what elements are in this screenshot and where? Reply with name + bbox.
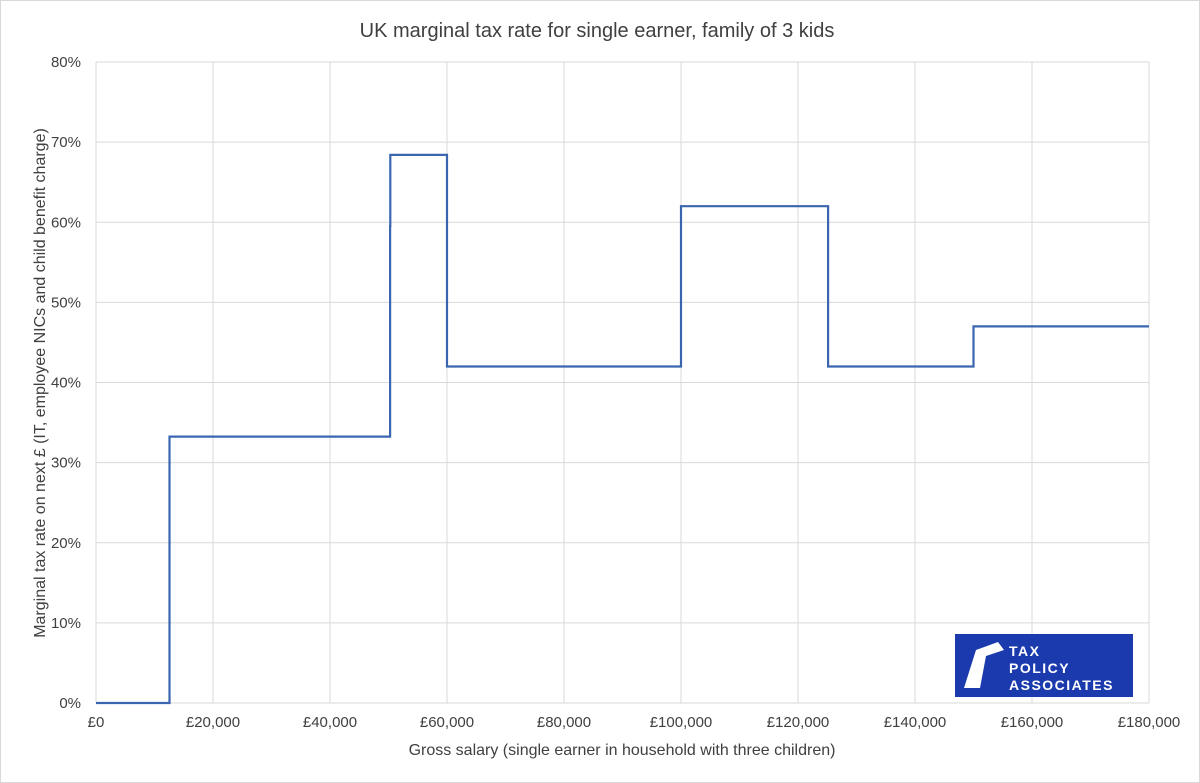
x-tick-label: £60,000	[420, 714, 474, 731]
y-tick-label: 10%	[51, 615, 81, 632]
logo-line-1: TAX	[1009, 643, 1040, 659]
tax-policy-associates-logo: TAX POLICY ASSOCIATES	[955, 634, 1133, 697]
y-axis-label: Marginal tax rate on next £ (IT, employe…	[32, 128, 49, 638]
logo-line-3: ASSOCIATES	[1009, 677, 1114, 693]
y-tick-label: 80%	[51, 54, 81, 71]
y-tick-label: 40%	[51, 375, 81, 392]
y-tick-label: 50%	[51, 294, 81, 311]
x-tick-label: £40,000	[303, 714, 357, 731]
x-tick-label: £140,000	[884, 714, 947, 731]
chart-title: UK marginal tax rate for single earner, …	[360, 20, 835, 42]
logo-line-2: POLICY	[1009, 660, 1070, 676]
x-tick-labels: £0 £20,000 £40,000 £60,000 £80,000 £100,000 £1…	[88, 714, 1181, 731]
x-tick-label: £80,000	[537, 714, 591, 731]
x-tick-label: £0	[88, 714, 105, 731]
grid-lines	[95, 61, 1150, 704]
x-tick-label: £180,000	[1118, 714, 1181, 731]
series-layer	[96, 153, 1149, 705]
logo-mark-icon	[964, 642, 1004, 688]
x-tick-label: £160,000	[1001, 714, 1064, 731]
x-tick-label: £100,000	[650, 714, 713, 731]
y-tick-label: 70%	[51, 134, 81, 151]
y-tick-label: 60%	[51, 214, 81, 231]
x-tick-label: £20,000	[186, 714, 240, 731]
y-tick-label: 0%	[59, 695, 81, 712]
x-tick-label: £120,000	[767, 714, 830, 731]
y-tick-label: 20%	[51, 535, 81, 552]
series-line	[96, 153, 1149, 705]
x-axis-label: Gross salary (single earner in household…	[409, 742, 836, 759]
y-tick-labels: 0% 10% 20% 30% 40% 50% 60% 70% 80%	[51, 54, 81, 712]
logo-background	[955, 634, 1133, 697]
y-tick-label: 30%	[51, 455, 81, 472]
